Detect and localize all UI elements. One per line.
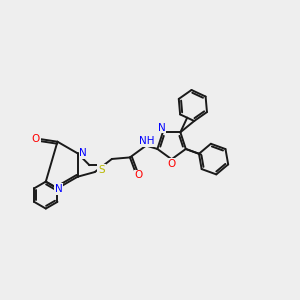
Text: O: O [32, 134, 40, 144]
Text: N: N [158, 123, 166, 133]
Text: O: O [134, 170, 143, 181]
Text: O: O [167, 159, 176, 169]
Text: S: S [98, 165, 105, 175]
Text: N: N [80, 148, 87, 158]
Text: N: N [55, 184, 63, 194]
Text: NH: NH [139, 136, 155, 146]
